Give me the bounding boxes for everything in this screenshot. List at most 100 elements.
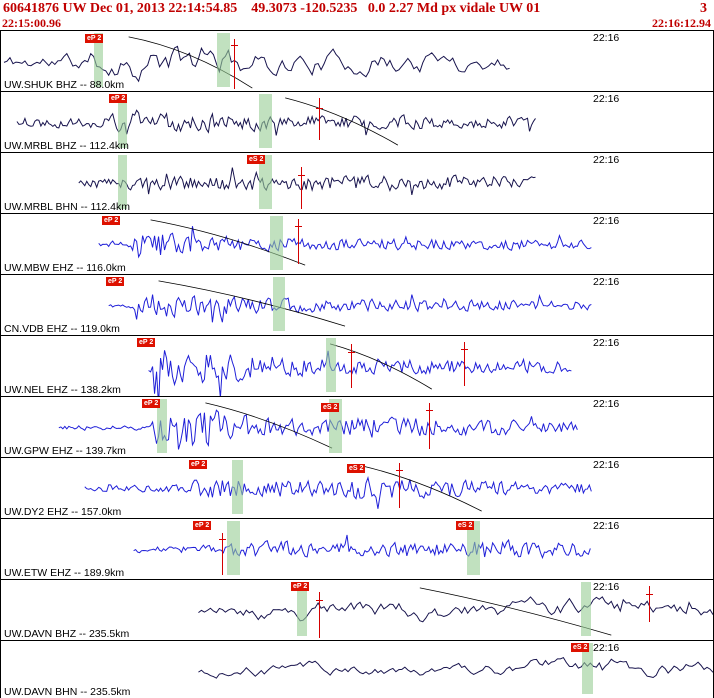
pick-time-line[interactable] <box>319 592 320 638</box>
phase-pick-flag[interactable]: eP 2 <box>142 399 161 408</box>
coda-decay-curve <box>361 465 482 512</box>
pick-window-band[interactable] <box>118 155 127 209</box>
trace-row[interactable]: 22:16 CN.VDB EHZ -- 119.0km eP 2 <box>1 274 713 335</box>
trace-row[interactable]: 22:16 UW.MRBL BHZ -- 112.4km eP 2 <box>1 91 713 152</box>
minute-tick-label: 22:16 <box>593 276 620 288</box>
pick-time-line[interactable] <box>298 219 299 264</box>
waveform-plot[interactable] <box>1 92 713 152</box>
pick-window-band[interactable] <box>118 94 127 148</box>
event-header: 60641876 UW Dec 01, 2013 22:14:54.85 49.… <box>0 0 714 30</box>
phase-pick-flag[interactable]: eP 2 <box>291 582 310 591</box>
minute-tick-label: 22:16 <box>593 32 620 44</box>
waveform-plot[interactable] <box>1 31 713 91</box>
event-info: 60641876 UW Dec 01, 2013 22:14:54.85 49.… <box>3 1 541 16</box>
station-label: UW.DAVN BHN -- 235.5km <box>4 686 131 698</box>
waveform-plot[interactable] <box>1 336 713 396</box>
phase-pick-flag[interactable]: eP 2 <box>193 521 212 530</box>
pick-window-band[interactable] <box>259 94 272 148</box>
minute-tick-label: 22:16 <box>593 642 620 654</box>
minute-tick-label: 22:16 <box>593 154 620 166</box>
trace-row[interactable]: 22:16 UW.SHUK BHZ -- 88.0km eP 2 <box>1 30 713 91</box>
pick-time-line[interactable] <box>429 403 430 449</box>
phase-pick-flag[interactable]: eS 2 <box>456 521 475 530</box>
waveform-trace <box>3 45 510 83</box>
phase-pick-flag[interactable]: eP 2 <box>189 460 208 469</box>
pick-window-band[interactable] <box>297 582 307 636</box>
pick-time-line[interactable] <box>319 98 320 140</box>
pick-cross-tick <box>231 45 238 46</box>
trace-row[interactable]: 22:16 UW.MBW EHZ -- 116.0km eP 2 <box>1 213 713 274</box>
pick-time-line[interactable] <box>234 39 235 89</box>
pick-window-band[interactable] <box>326 338 336 392</box>
trace-row[interactable]: 22:16 UW.DY2 EHZ -- 157.0km eP 2 eS 2 <box>1 457 713 518</box>
phase-pick-flag[interactable]: eS 2 <box>321 403 340 412</box>
phase-pick-flag[interactable]: eS 2 <box>247 155 266 164</box>
pick-window-band[interactable] <box>259 155 272 209</box>
pick-window-band[interactable] <box>232 460 243 514</box>
coda-decay-curve <box>150 219 306 266</box>
trace-row[interactable]: 22:16 UW.NEL EHZ -- 138.2km eP 2 <box>1 335 713 396</box>
phase-pick-flag[interactable]: eP 2 <box>137 338 156 347</box>
station-label: UW.ETW EHZ -- 189.9km <box>4 567 125 579</box>
trace-list: 22:16 UW.SHUK BHZ -- 88.0km eP 2 22:16 U… <box>0 30 714 698</box>
pick-window-band[interactable] <box>217 33 230 87</box>
trace-row[interactable]: 22:16 UW.DAVN BHZ -- 235.5km eP 2 <box>1 579 713 640</box>
minute-tick-label: 22:16 <box>593 337 620 349</box>
trace-row[interactable]: 22:16 UW.ETW EHZ -- 189.9km eP 2 eS 2 <box>1 518 713 579</box>
pick-window-band[interactable] <box>467 521 480 575</box>
pick-cross-tick <box>396 470 403 471</box>
pick-cross-tick <box>316 108 323 109</box>
pick-window-band[interactable] <box>329 399 342 453</box>
waveform-plot[interactable] <box>1 275 713 335</box>
trace-count: 3 <box>700 1 707 16</box>
minute-tick-label: 22:16 <box>593 520 620 532</box>
pick-cross-tick <box>298 175 305 176</box>
waveform-trace <box>108 294 592 323</box>
pick-window-band[interactable] <box>157 399 167 453</box>
phase-pick-flag[interactable]: eP 2 <box>106 277 125 286</box>
coda-decay-curve <box>158 280 346 327</box>
waveform-trace <box>198 656 713 679</box>
waveform-plot[interactable] <box>1 458 713 518</box>
pick-window-band[interactable] <box>270 216 283 270</box>
phase-pick-flag[interactable]: eP 2 <box>109 94 128 103</box>
trace-row[interactable]: 22:16 UW.DAVN BHN -- 235.5km eS 2 <box>1 640 713 698</box>
trace-row[interactable]: 22:16 UW.GPW EHZ -- 139.7km eP 2 eS 2 <box>1 396 713 457</box>
station-label: UW.MRBL BHZ -- 112.4km <box>4 140 129 152</box>
station-label: UW.MBW EHZ -- 116.0km <box>4 262 126 274</box>
pick-window-band[interactable] <box>581 582 591 636</box>
coda-decay-curve <box>128 36 253 89</box>
minute-tick-label: 22:16 <box>593 215 620 227</box>
pick-cross-tick <box>646 594 653 595</box>
coda-decay-curve <box>285 97 399 146</box>
pick-time-line[interactable] <box>649 586 650 622</box>
pick-time-line[interactable] <box>222 533 223 575</box>
pick-cross-tick <box>316 600 323 601</box>
event-header-line2: 22:15:00.96 22:16:12.94 <box>2 16 711 31</box>
pick-window-band[interactable] <box>94 33 103 87</box>
minute-tick-label: 22:16 <box>593 398 620 410</box>
phase-pick-flag[interactable]: eS 2 <box>347 464 366 473</box>
phase-pick-flag[interactable]: eS 2 <box>571 643 590 652</box>
pick-time-line[interactable] <box>464 342 465 386</box>
pick-window-band[interactable] <box>227 521 240 575</box>
waveform-trace <box>198 596 713 623</box>
pick-time-line[interactable] <box>301 167 302 209</box>
waveform-plot[interactable] <box>1 519 713 579</box>
pick-window-band[interactable] <box>582 643 593 694</box>
phase-pick-flag[interactable]: eP 2 <box>102 216 121 225</box>
waveform-trace <box>148 350 572 396</box>
minute-tick-label: 22:16 <box>593 459 620 471</box>
waveform-plot[interactable] <box>1 214 713 274</box>
pick-time-line[interactable] <box>351 344 352 388</box>
waveform-plot[interactable] <box>1 641 713 698</box>
waveform-plot[interactable] <box>1 397 713 457</box>
phase-pick-flag[interactable]: eP 2 <box>85 34 104 43</box>
trace-row[interactable]: 22:16 UW.MRBL BHN -- 112.4km eS 2 <box>1 152 713 213</box>
pick-window-band[interactable] <box>273 277 285 331</box>
station-label: UW.NEL EHZ -- 138.2km <box>4 384 121 396</box>
waveform-trace <box>78 167 536 196</box>
coda-decay-curve <box>329 343 432 390</box>
pick-time-line[interactable] <box>399 463 400 508</box>
waveform-plot[interactable] <box>1 153 713 213</box>
